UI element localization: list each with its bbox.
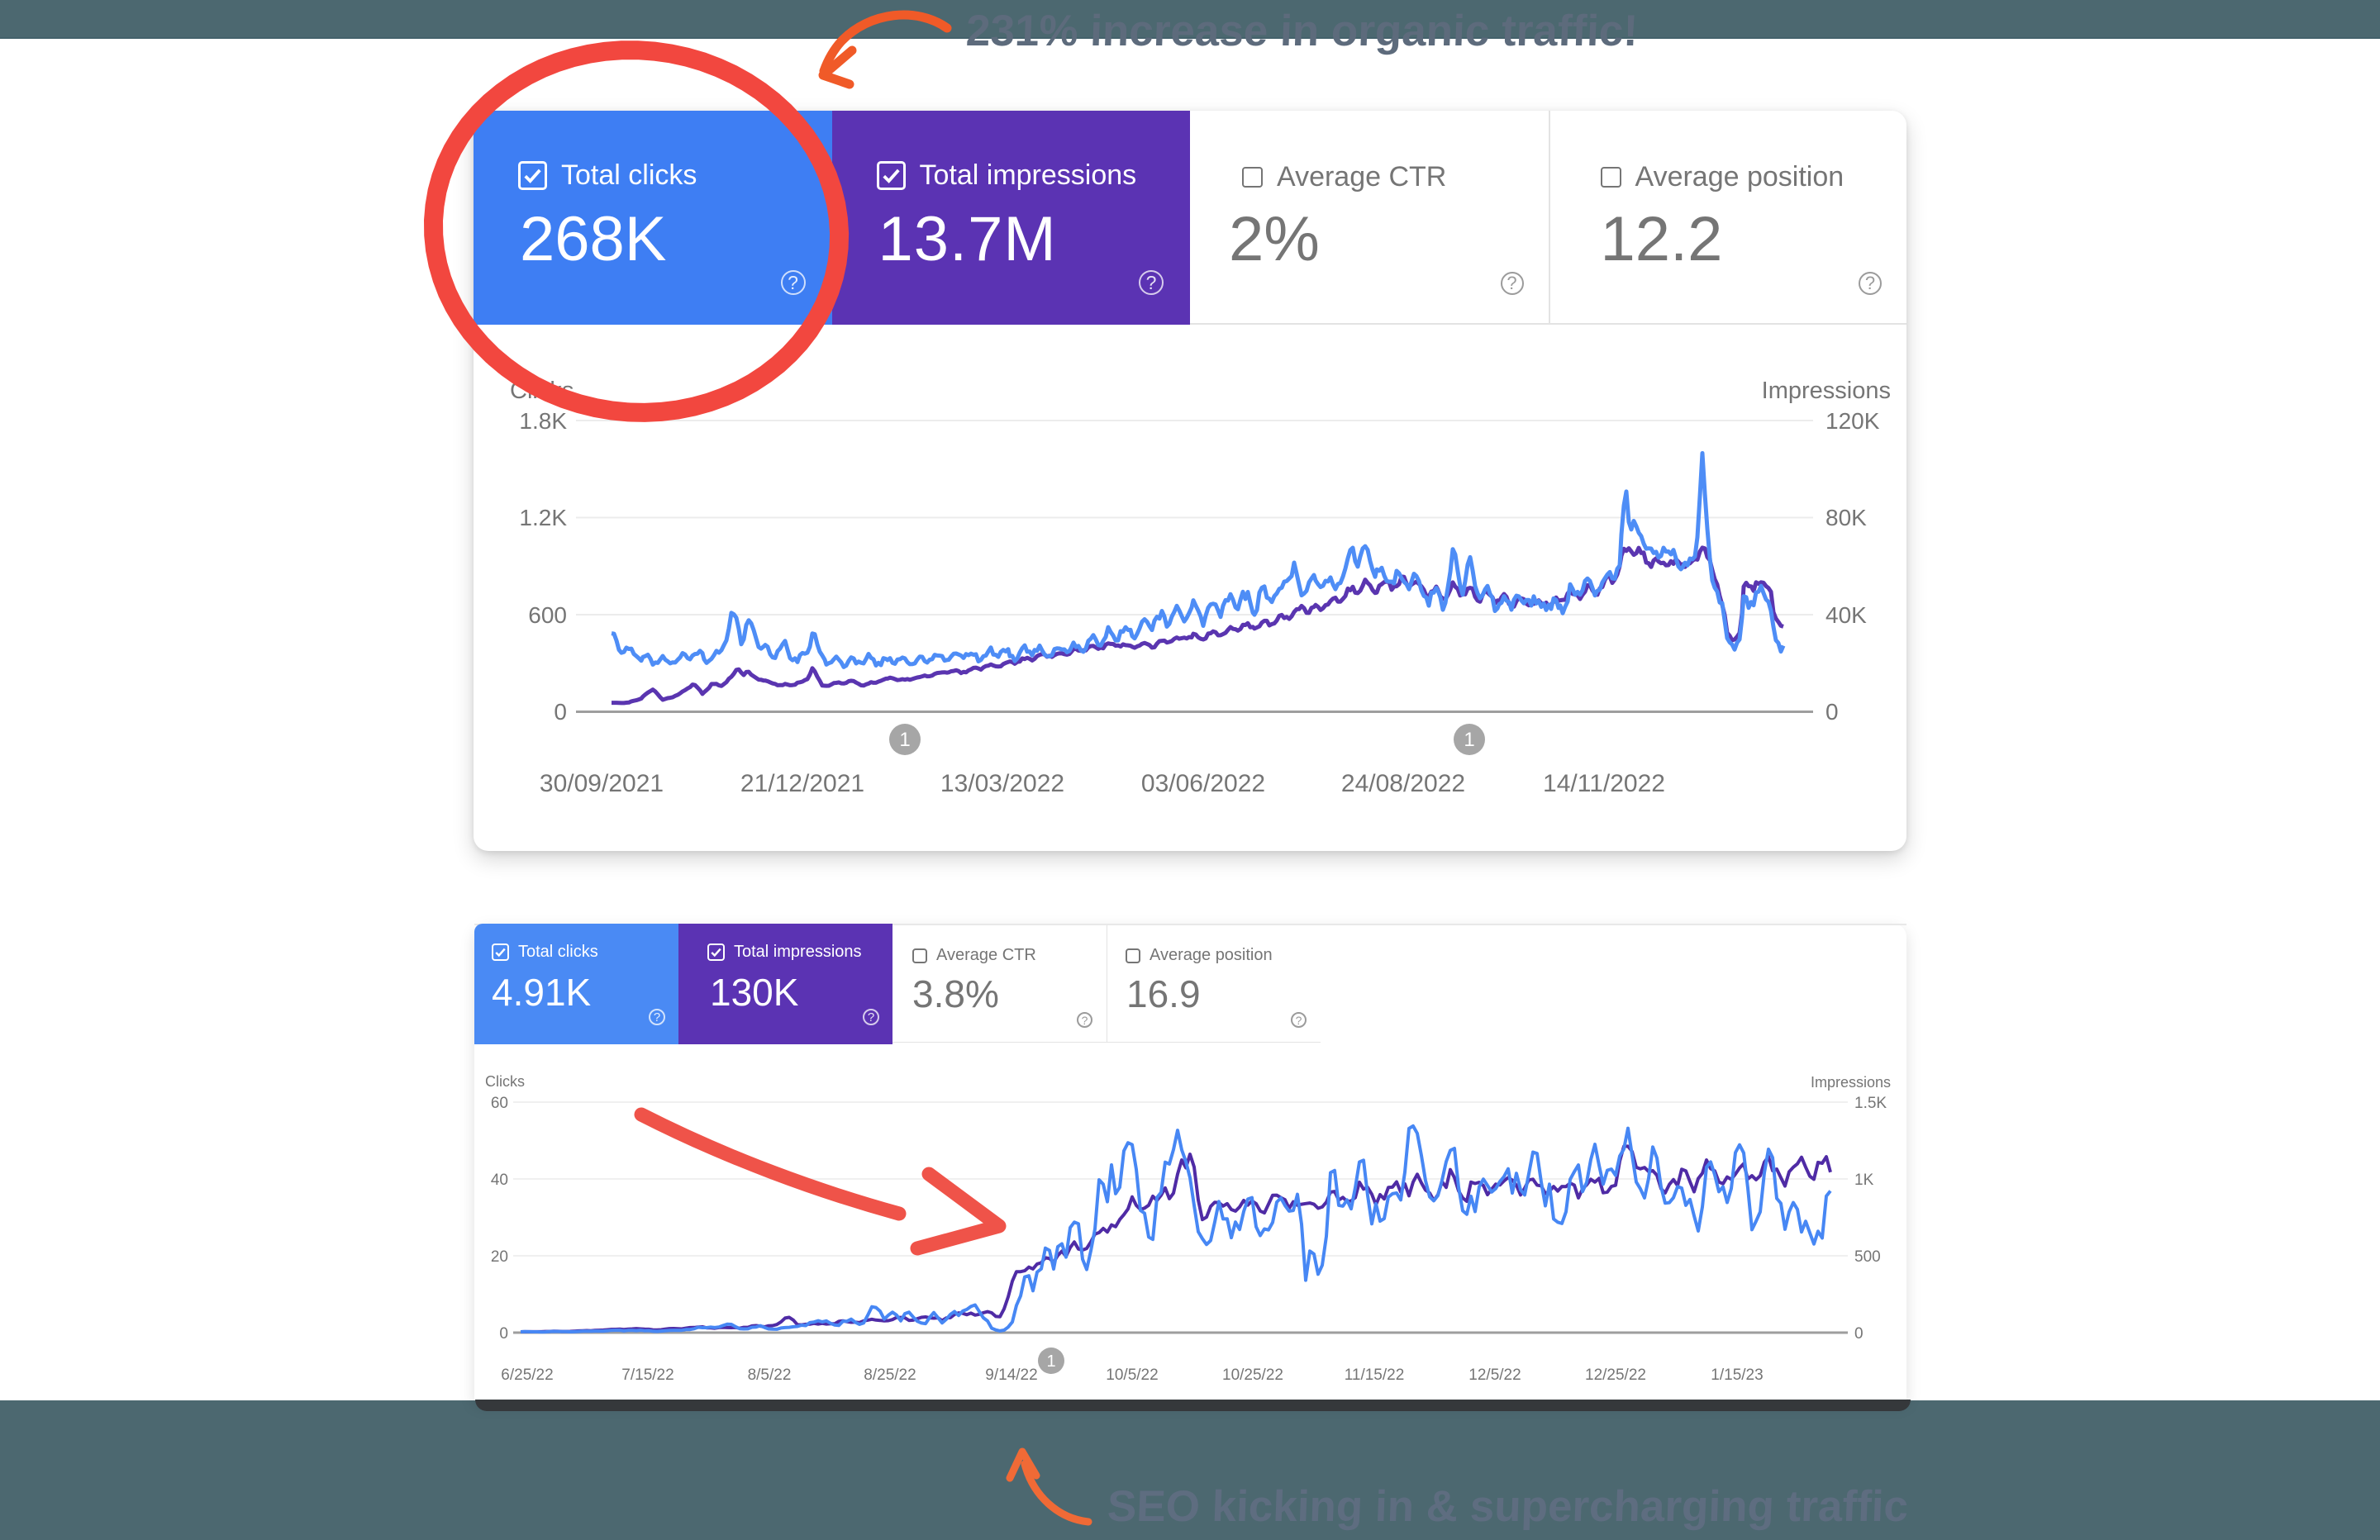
svg-text:9/14/22: 9/14/22 [985, 1367, 1037, 1384]
svg-text:60: 60 [491, 1095, 508, 1112]
svg-text:1: 1 [1464, 729, 1474, 751]
svg-text:14/11/2022: 14/11/2022 [1543, 770, 1665, 797]
svg-text:24/08/2022: 24/08/2022 [1341, 770, 1465, 797]
svg-text:11/15/22: 11/15/22 [1345, 1367, 1405, 1384]
svg-text:20: 20 [491, 1248, 508, 1266]
svg-text:8/5/22: 8/5/22 [748, 1367, 792, 1384]
svg-text:30/09/2021: 30/09/2021 [540, 770, 664, 797]
svg-text:1K: 1K [1854, 1172, 1874, 1189]
svg-text:10/25/22: 10/25/22 [1222, 1367, 1283, 1384]
svg-text:1.5K: 1.5K [1854, 1095, 1887, 1112]
svg-text:Clicks: Clicks [485, 1073, 525, 1090]
svg-text:21/12/2021: 21/12/2021 [740, 770, 864, 797]
svg-text:12/25/22: 12/25/22 [1585, 1367, 1646, 1384]
svg-text:1.8K: 1.8K [519, 408, 567, 434]
svg-text:600: 600 [528, 602, 567, 628]
svg-text:0: 0 [554, 699, 567, 725]
svg-text:03/06/2022: 03/06/2022 [1141, 770, 1265, 797]
svg-text:Clicks: Clicks [510, 378, 574, 404]
svg-text:1.2K: 1.2K [519, 505, 567, 530]
svg-text:7/15/22: 7/15/22 [621, 1367, 674, 1384]
svg-text:Impressions: Impressions [1762, 378, 1891, 404]
svg-text:1: 1 [899, 729, 910, 751]
svg-text:Impressions: Impressions [1811, 1074, 1891, 1091]
svg-text:500: 500 [1854, 1248, 1881, 1266]
svg-text:120K: 120K [1825, 408, 1880, 434]
svg-text:40K: 40K [1825, 602, 1867, 628]
svg-text:40: 40 [491, 1172, 508, 1189]
svg-text:6/25/22: 6/25/22 [501, 1367, 553, 1384]
svg-text:8/25/22: 8/25/22 [864, 1367, 916, 1384]
svg-text:0: 0 [1825, 699, 1839, 725]
svg-text:12/5/22: 12/5/22 [1468, 1367, 1521, 1384]
svg-text:1/15/23: 1/15/23 [1711, 1367, 1763, 1384]
svg-text:80K: 80K [1825, 505, 1867, 530]
svg-text:1: 1 [1046, 1352, 1055, 1371]
svg-text:10/5/22: 10/5/22 [1106, 1367, 1158, 1384]
svg-text:13/03/2022: 13/03/2022 [940, 770, 1064, 797]
svg-text:0: 0 [1854, 1325, 1864, 1343]
svg-text:0: 0 [499, 1325, 508, 1343]
